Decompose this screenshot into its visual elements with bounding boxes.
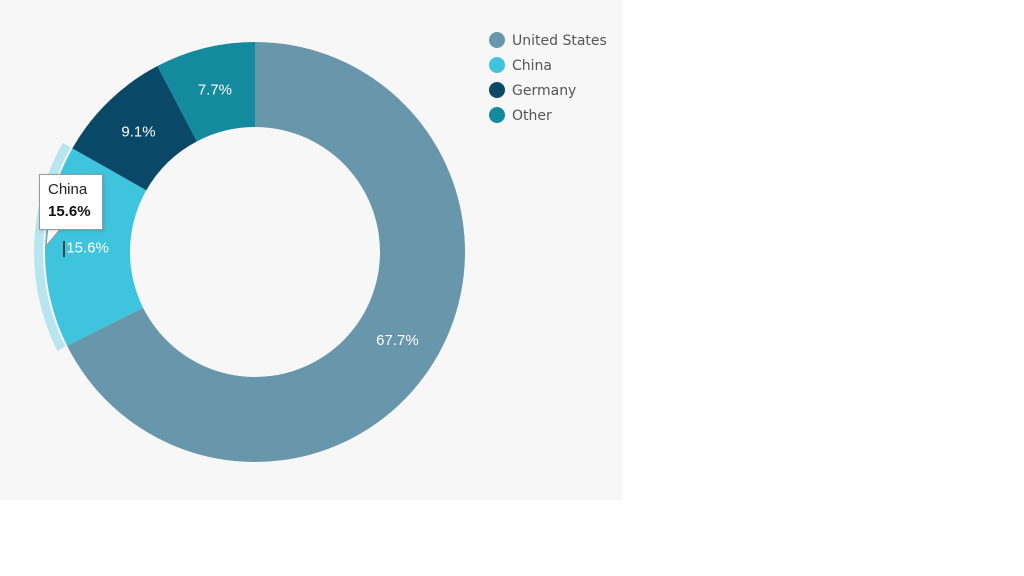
legend-label-china: China	[512, 58, 552, 74]
legend-label-germany: Germany	[512, 83, 576, 99]
legend-label-united-states: United States	[512, 33, 607, 49]
legend-label-other: Other	[512, 108, 552, 124]
tooltip-pointer	[45, 226, 65, 257]
legend-item-other[interactable]: Other	[489, 107, 552, 124]
legend-swatch-china	[489, 57, 505, 73]
slice-label-united-states: 67.7%	[376, 332, 419, 349]
slice-united-states[interactable]	[67, 42, 466, 462]
legend-swatch-germany	[489, 82, 505, 98]
slice-other[interactable]	[157, 42, 255, 142]
slice-germany[interactable]	[72, 66, 197, 191]
slice-label-other: 7.7%	[198, 81, 232, 98]
slice-label-china: 15.6%	[66, 240, 109, 257]
legend-item-united-states[interactable]: United States	[489, 32, 607, 49]
legend-item-china[interactable]: China	[489, 57, 552, 74]
slice-label-germany: 9.1%	[121, 124, 155, 141]
tooltip-value: 15.6%	[48, 203, 91, 220]
chart-panel: 67.7% 15.6% 9.1% 7.7% United States China Ger…	[33, 32, 607, 462]
tooltip-name: China	[48, 181, 88, 198]
tooltip: China 15.6%	[39, 174, 103, 230]
legend-swatch-other	[489, 107, 505, 123]
legend-swatch-united-states	[489, 32, 505, 48]
legend-item-germany[interactable]: Germany	[489, 82, 576, 99]
